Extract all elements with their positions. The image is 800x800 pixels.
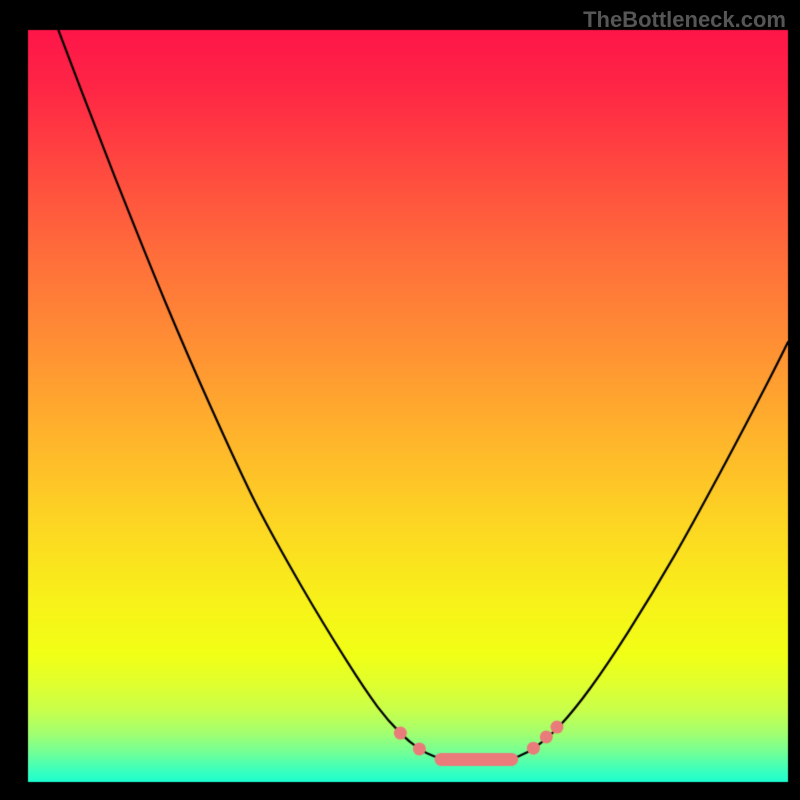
watermark-text: TheBottleneck.com	[583, 7, 786, 33]
bottleneck-curve-chart	[0, 0, 800, 800]
chart-stage: TheBottleneck.com	[0, 0, 800, 800]
